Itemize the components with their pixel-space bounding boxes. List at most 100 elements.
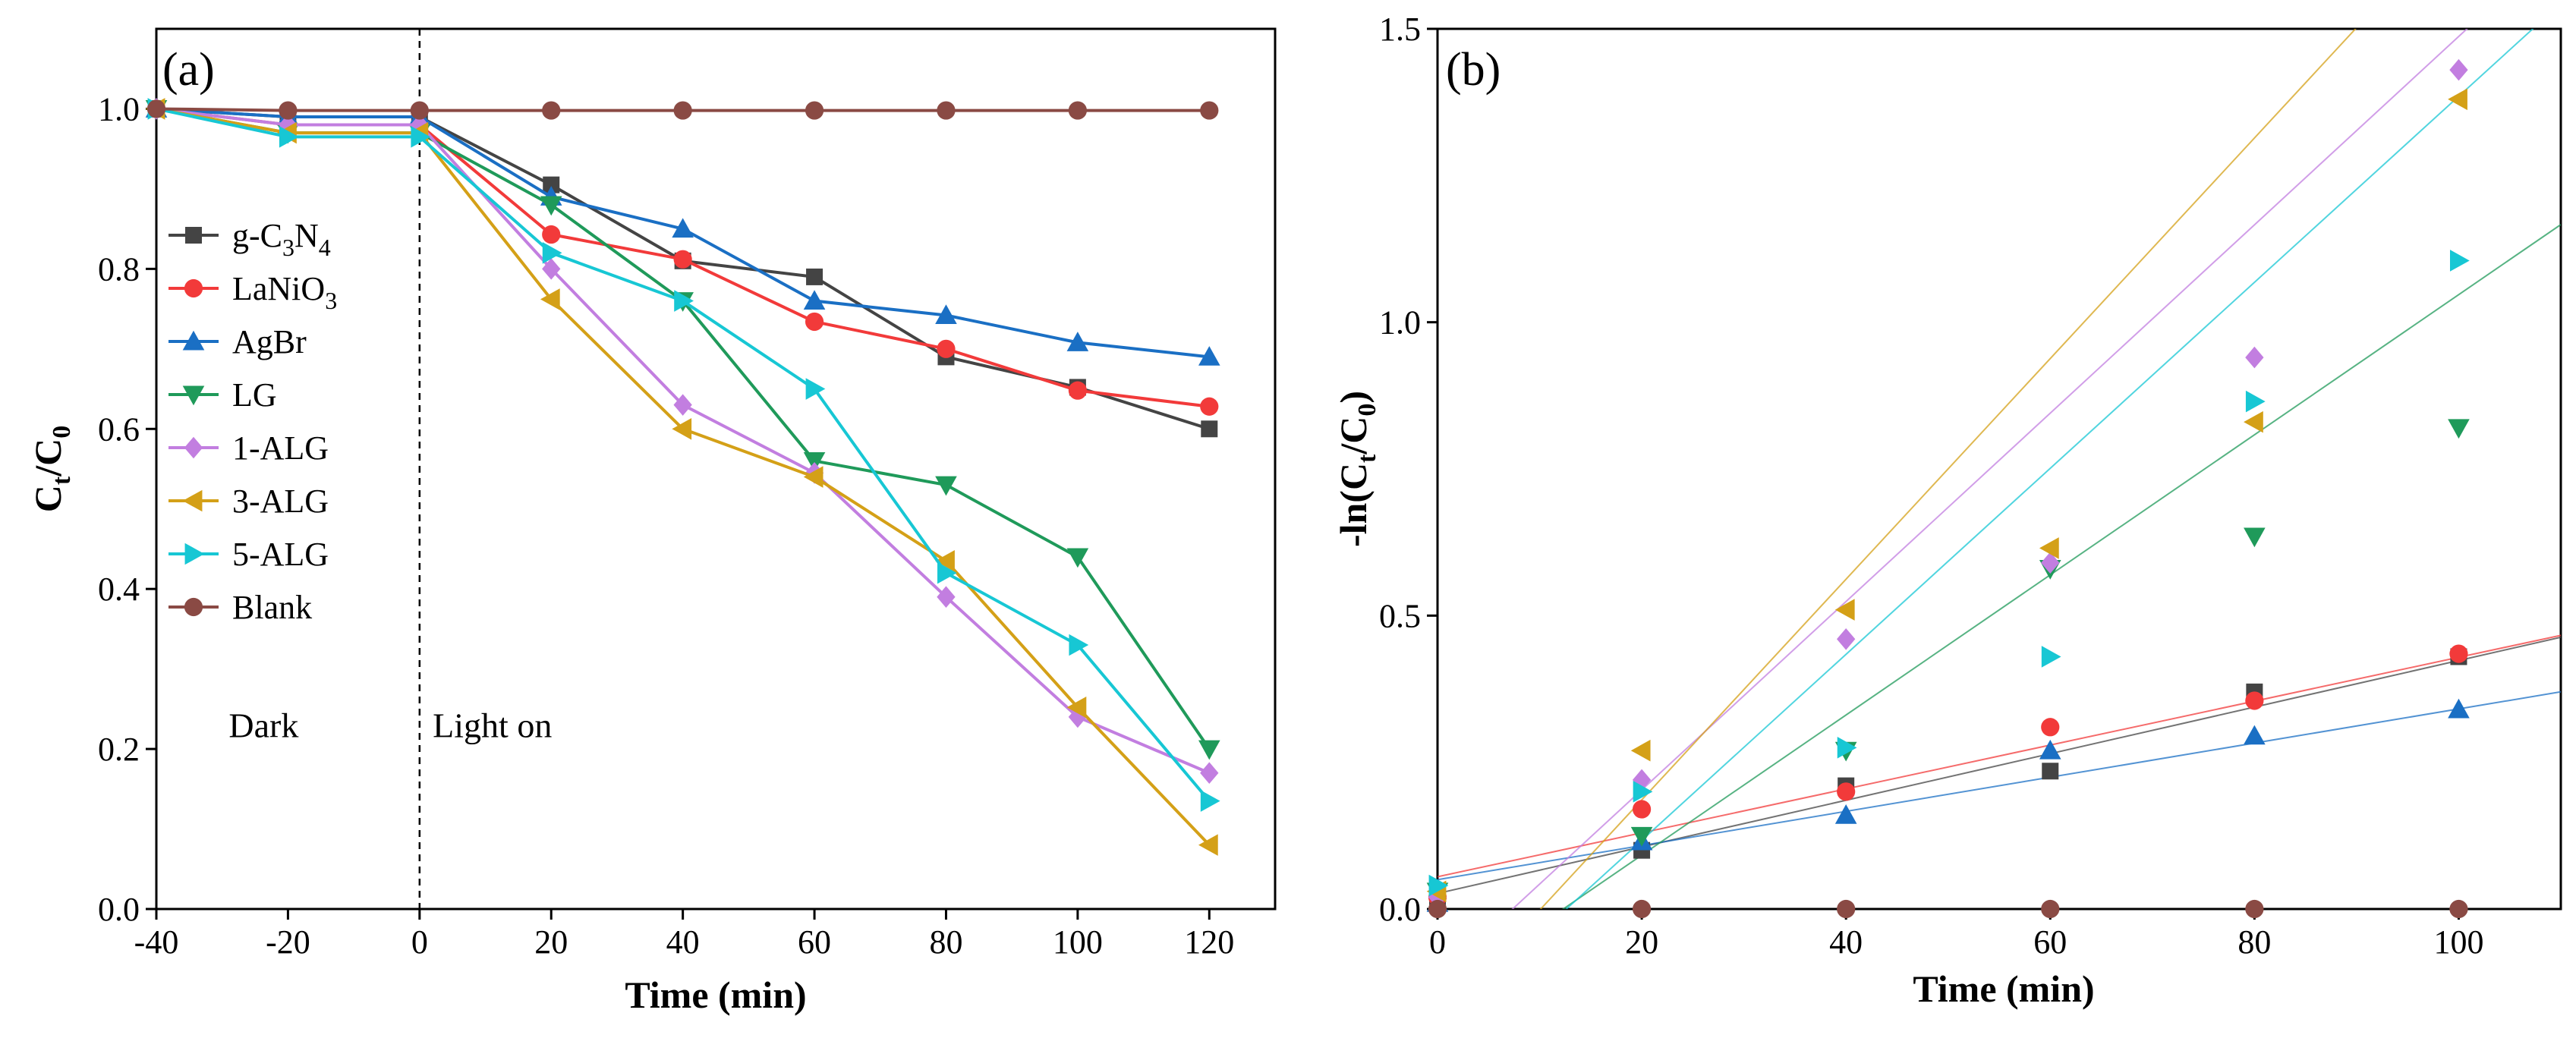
panel-b-series-Blank (1428, 899, 2468, 919)
legend-marker (185, 227, 202, 244)
panel-b-ticks: 0 20 40 60 80 100 0.0 0.5 1.0 1.5 (1379, 11, 2483, 961)
panel-b-fit-line-5-ALG (1565, 29, 2534, 909)
panel-b-fit-lines (1438, 29, 2561, 909)
panel-b-data-point (2245, 390, 2266, 413)
panel-b-data-point (1837, 737, 1857, 759)
legend-item-Blank: Blank (168, 589, 312, 626)
panel-b-y-tick-label: 1.5 (1379, 11, 1421, 48)
panel-a-x-tick-label: 80 (929, 923, 962, 961)
panel-b-data-point (2245, 691, 2264, 710)
panel-a-data-point (1198, 346, 1220, 366)
panel-a-data-point (540, 288, 560, 310)
legend-label: 3-ALG (232, 483, 329, 520)
panel-b-data-point (1633, 781, 1653, 803)
panel-a-data-point (803, 452, 826, 472)
panel-a-series-Blank (146, 99, 1219, 120)
legend-item-AgBr: AgBr (168, 323, 307, 360)
panel-a-data-point (1200, 790, 1220, 812)
panel-a-data-point (1068, 381, 1087, 400)
panel-a-y-tick-label: 0.8 (98, 250, 140, 288)
panel-b-y-tick-label: 0.0 (1379, 891, 1421, 928)
panel-a-data-point (803, 466, 824, 488)
panel-b-series-1-ALG (1428, 58, 2468, 908)
panel-b-data-point (2449, 644, 2468, 663)
panel-a-line-chart: -40 -20 0 20 40 60 80 100 1200.00.20.40.60.81.0 … (27, 27, 1277, 1016)
panel-a-data-point (672, 417, 692, 440)
panel-b-data-point (1428, 874, 1449, 897)
panel-a-data-point (937, 339, 956, 358)
panel-b-data-point (2039, 537, 2059, 559)
panel-b-data-point (2244, 527, 2266, 548)
panel-b-data-point (1632, 899, 1652, 919)
panel-b-x-axis-title: Time (min) (1913, 967, 2094, 1010)
panel-b-data-point (2039, 739, 2061, 760)
panel-a-data-point (673, 394, 692, 416)
panel-b-series-LaNiO3 (1428, 644, 2468, 907)
panel-b-data-point (2244, 725, 2266, 745)
legend-label: LG (232, 376, 277, 414)
legend-item-LG: LG (168, 376, 277, 414)
panel-b-y-tick-label: 0.5 (1379, 597, 1421, 634)
panel-a-label: (a) (162, 44, 215, 96)
panel-a-x-tick-label: 60 (798, 923, 831, 961)
legend-marker (184, 597, 203, 617)
panel-a-data-point (1201, 420, 1218, 438)
panel-b-data-point (2042, 763, 2059, 780)
panel-a-y-tick-label: 0.0 (98, 891, 140, 928)
panel-b-data-point (1630, 739, 1651, 762)
panel-a-data-point (805, 378, 826, 400)
panel-b-series-LG (1426, 419, 2470, 903)
panel-b-data-point (2245, 899, 2264, 919)
panel-a-data-point (937, 561, 957, 584)
panel-b-data-point (2449, 899, 2468, 919)
panel-b-data-point (2041, 646, 2061, 668)
legend-marker (184, 278, 203, 298)
panel-a-data-point (1200, 101, 1219, 120)
panel-b-data-point (2245, 346, 2264, 369)
panel-a-data-point (673, 250, 692, 269)
panel-a-data-point (937, 101, 956, 120)
panel-b-fit-line-3-ALG (1539, 29, 2357, 909)
panel-a-x-tick-label: 40 (666, 923, 700, 961)
panel-a-data-point (1068, 101, 1087, 120)
panel-a-series-LaNiO3 (146, 99, 1219, 416)
panel-a-data-point (935, 304, 957, 324)
panel-b-data-point (2448, 419, 2470, 439)
panel-a-data-point (1200, 762, 1219, 785)
panel-a-y-axis-title: Ct/C0 (27, 426, 76, 512)
panel-b-x-tick-label: 60 (2033, 923, 2067, 961)
panel-a-data-point (540, 196, 562, 216)
panel-a-data-point (806, 268, 824, 285)
legend-label: 5-ALG (232, 536, 329, 573)
legend-item-5-ALG: 5-ALG (168, 536, 329, 573)
legend-marker (184, 543, 205, 565)
panel-a-data-point (937, 586, 956, 609)
light-on-annotation: Light on (433, 706, 552, 744)
legend-item-LaNiO3: LaNiO3 (168, 270, 337, 314)
panel-b-fit-line-1-ALG (1511, 29, 2468, 909)
panel-a-data-point (1198, 834, 1218, 856)
legend-label: LaNiO3 (232, 270, 337, 314)
panel-a-x-tick-label: -40 (134, 923, 179, 961)
panel-b-x-tick-label: 100 (2433, 923, 2483, 961)
panel-a-legend: g-C3N4 LaNiO3 AgBr LG 1-ALG 3-ALG 5-ALG Blank (168, 217, 337, 626)
panel-b-data-point (1837, 782, 1856, 801)
panel-a-x-tick-label: 120 (1184, 923, 1234, 961)
panel-a-data-point (543, 176, 560, 193)
panel-b-data-point (2450, 250, 2470, 272)
panel-a-data-point (542, 241, 562, 264)
panel-a-series (145, 98, 1220, 856)
panel-a-data-point (1069, 634, 1089, 656)
panel-b-data-point (1837, 628, 1856, 650)
legend-marker (184, 436, 203, 459)
panel-b-fit-line-LaNiO3 (1438, 634, 2561, 878)
panel-b-frame (1436, 27, 2562, 911)
dark-annotation: Dark (228, 706, 298, 744)
panel-b-data-point (1630, 826, 1653, 847)
panel-a-data-point (410, 101, 429, 120)
panel-a-data-point (146, 99, 166, 118)
panel-b-data-point (2448, 698, 2470, 719)
panel-b-fit-line-g-C3N4 (1438, 636, 2561, 895)
panel-b-y-axis-title: -ln(Ct/C0) (1332, 391, 1381, 547)
